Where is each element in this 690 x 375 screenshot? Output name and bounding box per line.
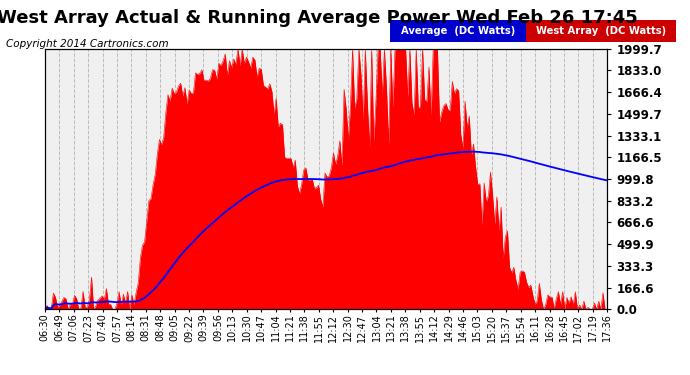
Bar xyxy=(526,20,676,42)
Text: Average  (DC Watts): Average (DC Watts) xyxy=(401,26,515,36)
Bar xyxy=(390,20,526,42)
Text: Copyright 2014 Cartronics.com: Copyright 2014 Cartronics.com xyxy=(6,39,168,50)
Text: West Array Actual & Running Average Power Wed Feb 26 17:45: West Array Actual & Running Average Powe… xyxy=(0,9,638,27)
Text: West Array  (DC Watts): West Array (DC Watts) xyxy=(536,26,666,36)
